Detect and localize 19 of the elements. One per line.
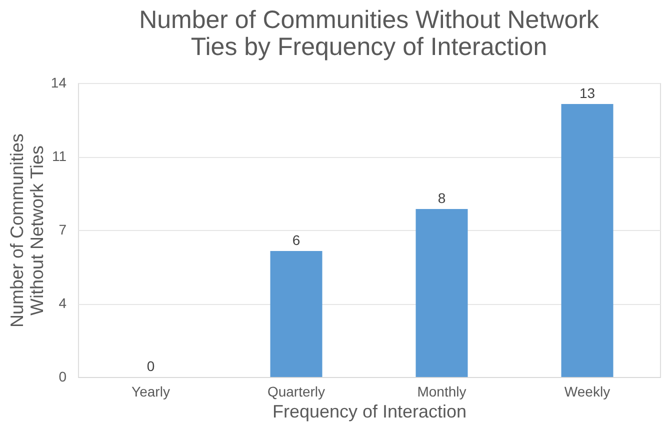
bar [561,104,614,377]
y-tick-label: 0 [58,368,67,384]
chart-title: Number of Communities Without Network Ties by Frequency of Interaction [139,6,600,61]
data-label: 6 [292,232,300,248]
bar [416,209,468,377]
bar [270,251,322,377]
data-label: 0 [146,358,155,374]
y-tick-label: 4 [58,295,67,311]
data-label: 8 [438,190,446,206]
y-tick-label: 11 [52,148,67,164]
data-label: 13 [579,85,596,101]
y-axis-title: Number of Communities Without Network Ties [6,133,47,328]
y-tick-label: 7 [58,222,67,238]
x-tick-label: Weekly [564,384,610,400]
y-tick-label: 14 [50,74,67,90]
x-tick-label: Quarterly [267,384,326,400]
x-tick-label: Monthly [417,384,466,400]
x-tick-label: Yearly [132,384,170,400]
x-axis-title: Frequency of Interaction [272,402,467,422]
